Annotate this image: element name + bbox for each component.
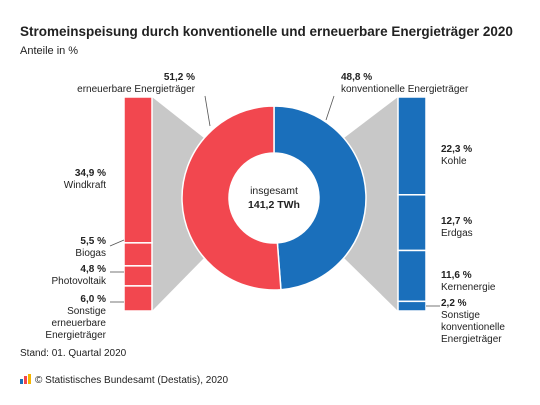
source-note: © Statistisches Bundesamt (Destatis), 20…: [20, 374, 228, 387]
renewable-bar-0: [123, 96, 153, 244]
conventional-bar-0: [397, 96, 427, 196]
stand-note: Stand: 01. Quartal 2020: [20, 348, 127, 359]
center-value: 141,2 TWh: [248, 199, 300, 211]
destatis-logo-icon: [20, 374, 32, 387]
label-kohle: 22,3 % Kohle: [441, 144, 473, 167]
donut-segment-conventional: [273, 105, 367, 291]
label-kernenergie: 11,6 % Kernenergie: [441, 270, 496, 293]
label-windkraft: 34,9 % Windkraft: [63, 168, 106, 191]
label-biogas: 5,5 % Biogas: [75, 236, 106, 259]
renewable-bar-2: [123, 265, 153, 287]
leader-left-0: [109, 239, 125, 247]
connector-right: [344, 97, 398, 311]
renewable-bar-3: [123, 285, 153, 312]
donut-segment-renewable: [181, 105, 282, 291]
conventional-bar-3: [397, 300, 427, 312]
chart-title: Stromeinspeisung durch konventionelle un…: [20, 24, 513, 39]
chart-subtitle: Anteile in %: [20, 45, 79, 57]
label-conventional-total: 48,8 % konventionelle Energieträger: [341, 72, 469, 95]
label-sonstige-erneuerbare: 6,0 % Sonstige erneuerbare Energieträger: [45, 294, 106, 341]
label-photovoltaik: 4,8 % Photovoltaik: [51, 264, 106, 287]
center-label: insgesamt: [250, 185, 298, 197]
connector-left: [152, 97, 204, 311]
conventional-bar-1: [397, 194, 427, 252]
label-sonstige-konventionelle: 2,2 % Sonstige konventionelle Energieträ…: [441, 298, 505, 345]
label-erdgas: 12,7 % Erdgas: [441, 216, 473, 239]
leader-renewable: [204, 95, 211, 127]
renewable-bar-1: [123, 242, 153, 267]
leader-conventional: [325, 95, 335, 121]
source-text: © Statistisches Bundesamt (Destatis), 20…: [35, 375, 229, 386]
conventional-bar-2: [397, 249, 427, 303]
label-renewable-total: 51,2 % erneuerbare Energieträger: [77, 72, 195, 95]
